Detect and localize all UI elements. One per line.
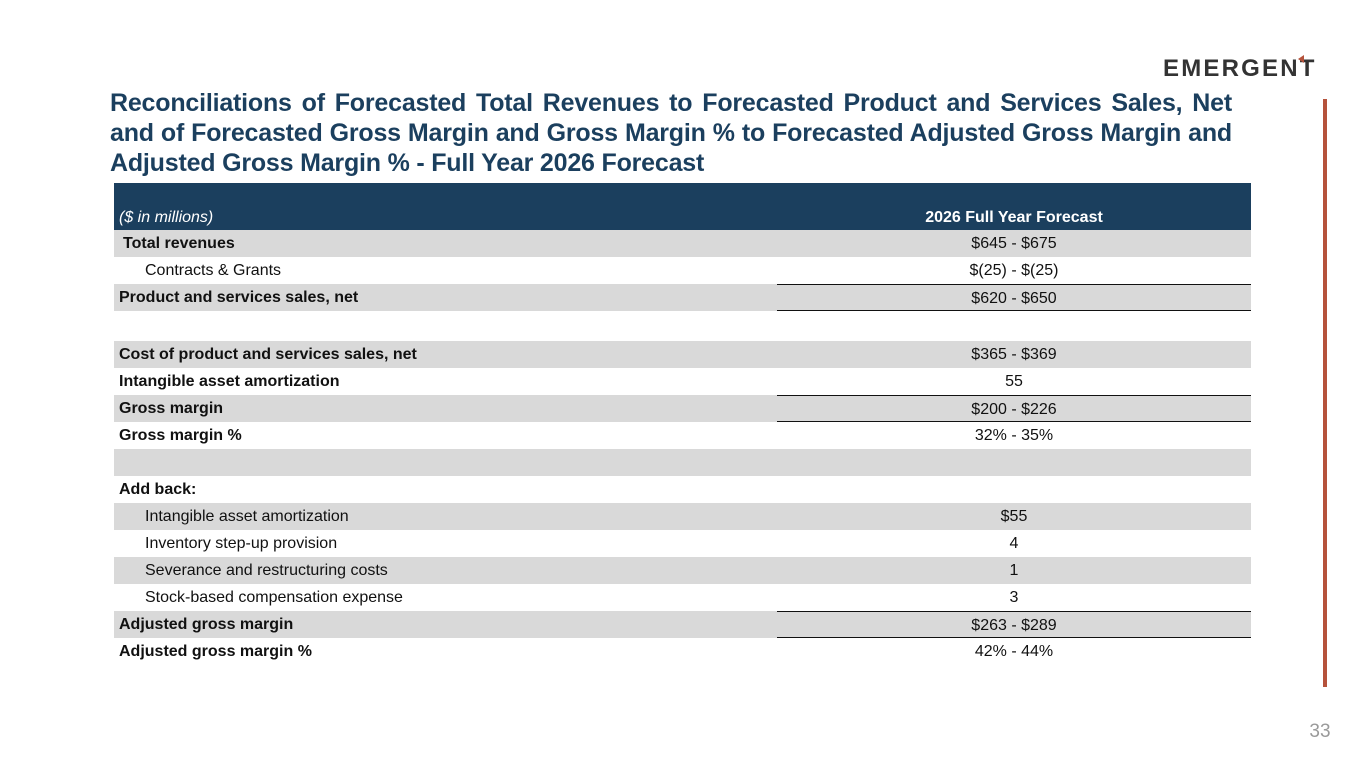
row-value: $55 [1000, 508, 1028, 525]
table-row-inventory-step-up: Inventory step-up provision 4 [114, 530, 1251, 557]
table-row-add-back: Add back: [114, 476, 1251, 503]
page-number: 33 [1309, 721, 1331, 742]
column-header-forecast: 2026 Full Year Forecast [925, 209, 1103, 226]
table-row-intangible-amortization: Intangible asset amortization 55 [114, 368, 1251, 395]
row-label: Contracts & Grants [145, 262, 282, 279]
row-value: $263 - $289 [777, 611, 1251, 638]
table-row-product-services-sales: Product and services sales, net $620 - $… [114, 284, 1251, 311]
table-row-total-revenues: Total revenues $645 - $675 [114, 230, 1251, 257]
row-value [777, 313, 1251, 340]
table-row-spacer [114, 449, 1251, 476]
table-row-severance: Severance and restructuring costs 1 [114, 557, 1251, 584]
emergent-logo: EMERGENT [1163, 54, 1339, 80]
table-row-stock-comp: Stock-based compensation expense 3 [114, 584, 1251, 611]
row-label: Adjusted gross margin [119, 616, 294, 633]
row-value: $645 - $675 [971, 235, 1057, 252]
table-row-cost-of-sales: Cost of product and services sales, net … [114, 341, 1251, 368]
row-value: $365 - $369 [971, 346, 1057, 363]
logo-wordmark: EMERGENT [1163, 55, 1317, 80]
row-value: 32% - 35% [974, 427, 1054, 444]
row-label: Stock-based compensation expense [145, 589, 403, 606]
table-row-gross-margin: Gross margin $200 - $226 [114, 395, 1251, 422]
row-label: Gross margin % [119, 427, 242, 444]
page-title: Reconciliations of Forecasted Total Reve… [110, 89, 1232, 177]
units-label: ($ in millions) [119, 209, 214, 226]
row-label [114, 449, 777, 476]
row-value: $200 - $226 [777, 395, 1251, 422]
row-value [777, 449, 1251, 476]
row-label: Severance and restructuring costs [145, 562, 388, 579]
accent-bar [1323, 99, 1327, 687]
emergent-logo-mark: EMERGENT [1163, 55, 1317, 80]
row-label: Intangible asset amortization [119, 373, 340, 390]
row-value: 42% - 44% [974, 643, 1054, 660]
row-label: Add back: [119, 481, 197, 498]
table-row-adjusted-gross-margin: Adjusted gross margin $263 - $289 [114, 611, 1251, 638]
row-value: $620 - $650 [777, 284, 1251, 311]
table-row-adjusted-gross-margin-pct: Adjusted gross margin % 42% - 44% [114, 638, 1251, 665]
row-label: Total revenues [123, 235, 235, 252]
row-label: Intangible asset amortization [145, 508, 349, 525]
row-label [114, 313, 777, 340]
table-row-addback-amortization: Intangible asset amortization $55 [114, 503, 1251, 530]
row-label: Cost of product and services sales, net [119, 346, 417, 363]
row-value [777, 476, 1251, 503]
row-value: 55 [1005, 373, 1023, 390]
row-label: Adjusted gross margin % [119, 643, 312, 660]
table-row-gross-margin-pct: Gross margin % 32% - 35% [114, 422, 1251, 449]
row-label: Product and services sales, net [119, 289, 359, 306]
row-label: Gross margin [119, 400, 224, 417]
logo-accent-mark [1298, 55, 1304, 63]
row-value: 4 [1009, 535, 1019, 552]
row-value: 1 [1009, 562, 1019, 579]
table-row-contracts-grants: Contracts & Grants $(25) - $(25) [114, 257, 1251, 284]
table-header: ($ in millions) 2026 Full Year Forecast [114, 183, 1251, 230]
row-value: $(25) - $(25) [969, 262, 1059, 279]
reconciliation-table: ($ in millions) 2026 Full Year Forecast … [114, 183, 1251, 665]
row-value: 3 [1009, 589, 1019, 606]
row-label: Inventory step-up provision [145, 535, 338, 552]
table-row-spacer [114, 311, 1251, 341]
